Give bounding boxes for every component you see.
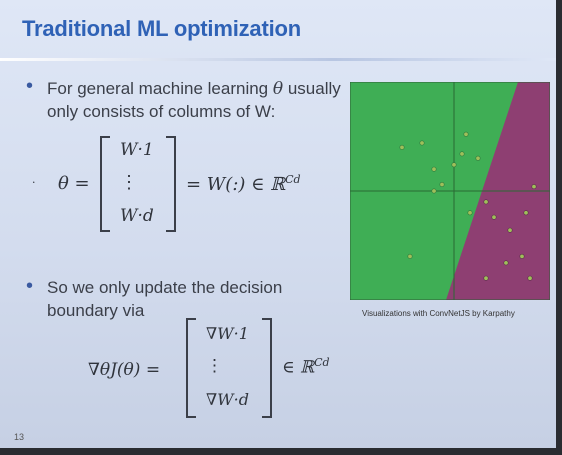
theta-symbol: θ [272, 79, 284, 99]
purple-class-point [523, 210, 529, 216]
purple-class-point [507, 227, 513, 233]
eq1-lhs: θ = [58, 173, 90, 194]
eq1-right-bracket [166, 136, 176, 232]
visualization-caption: Visualizations with ConvNetJS by Karpath… [362, 309, 515, 318]
eq2-vdots: ⋮ [206, 356, 223, 376]
green-class-point [407, 253, 413, 259]
bullet-1-marker: • [26, 75, 34, 97]
eq2-top-entry: ∇W·1 [206, 324, 249, 343]
eq2-rhs-superscript: Cd [314, 356, 330, 369]
purple-class-point [483, 275, 489, 281]
purple-class-point [527, 275, 533, 281]
green-class-point [451, 162, 457, 168]
bullet-2-line-2: boundary via [47, 301, 145, 320]
purple-class-point [483, 199, 489, 205]
green-class-point [419, 140, 425, 146]
bullet-1-suffix: usually [287, 79, 341, 98]
slide: Traditional ML optimization • For genera… [0, 0, 556, 448]
title-underline [0, 58, 556, 61]
eq1-rhs-text: = W(:) ∈ ℝ [186, 174, 286, 195]
eq1-left-bracket [100, 136, 110, 232]
purple-class-point [519, 253, 525, 259]
eq1-top-entry: W·1 [120, 140, 154, 160]
green-class-point [467, 210, 473, 216]
eq2-rhs-text: ∈ ℝ [282, 357, 315, 378]
green-class-point [439, 182, 445, 188]
eq2-bottom-entry: ∇W·d [206, 390, 249, 409]
green-class-point [459, 151, 465, 157]
green-class-point [431, 188, 437, 194]
eq1-bottom-entry: W·d [120, 206, 154, 226]
page-number: 13 [14, 432, 25, 442]
eq1-rhs: = W(:) ∈ ℝCd [186, 173, 301, 195]
purple-class-point [503, 260, 509, 266]
bullet-1-prefix: For general machine learning [47, 79, 269, 98]
green-class-point [463, 131, 469, 137]
eq1-small-dot: · [32, 176, 36, 189]
eq2-lhs: ∇θJ(θ) = [88, 360, 161, 380]
purple-class-point [531, 184, 537, 190]
eq2-rhs: ∈ ℝCd [282, 356, 330, 378]
slide-title: Traditional ML optimization [22, 16, 301, 41]
green-class-point [399, 144, 405, 150]
purple-class-point [491, 214, 497, 220]
green-class-point [431, 166, 437, 172]
eq2-left-bracket [186, 318, 196, 418]
bullet-1-line-1: For general machine learning θ usually [47, 77, 341, 101]
eq2-right-bracket [262, 318, 272, 418]
data-points [399, 131, 537, 281]
bullet-1-line-2: only consists of columns of W: [47, 102, 276, 121]
eq1-vdots: ⋮ [120, 172, 138, 193]
green-class-point [475, 155, 481, 161]
decision-boundary-visualization [350, 82, 550, 300]
eq1-rhs-superscript: Cd [285, 173, 301, 186]
bullet-2-marker: • [26, 275, 34, 297]
bullet-2-line-1: So we only update the decision [47, 278, 283, 297]
